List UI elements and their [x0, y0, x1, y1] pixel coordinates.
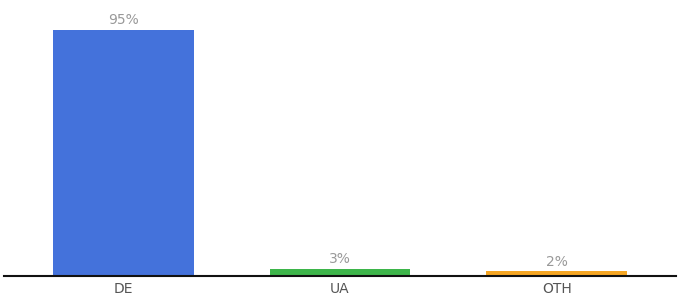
Text: 2%: 2%	[546, 254, 568, 268]
Text: 3%: 3%	[329, 252, 351, 266]
Text: 95%: 95%	[108, 14, 139, 28]
Bar	[269, 268, 411, 276]
Bar	[53, 30, 194, 276]
Bar	[486, 271, 627, 276]
